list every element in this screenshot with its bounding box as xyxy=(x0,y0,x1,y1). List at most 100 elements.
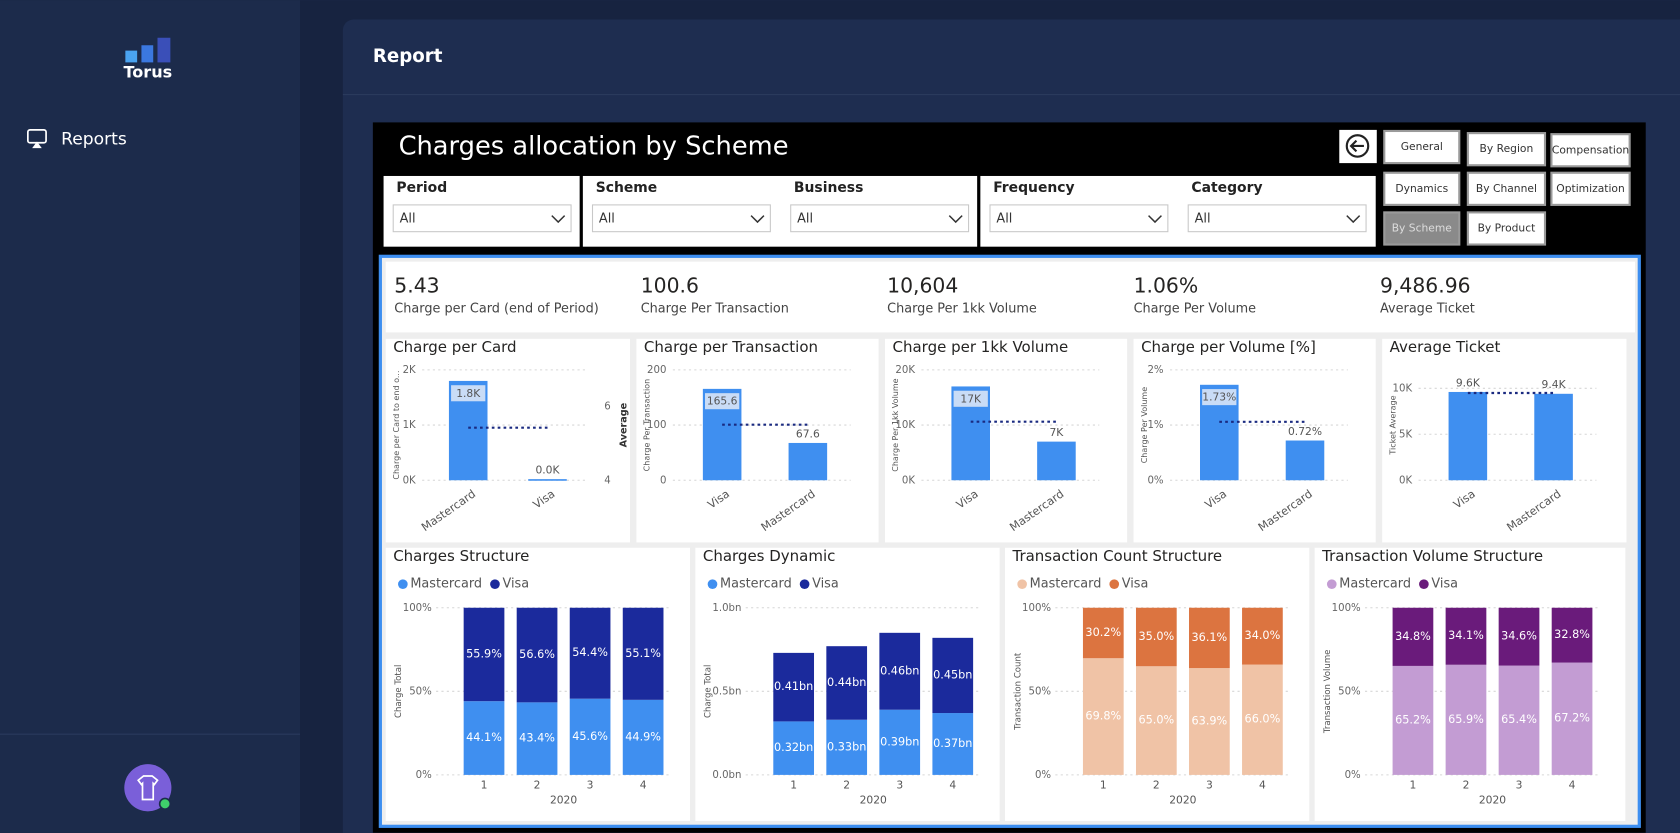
dropdown-box[interactable] xyxy=(790,204,970,233)
dropdown-box[interactable] xyxy=(989,204,1169,233)
nav-button-label[interactable]: By Region xyxy=(1480,142,1534,155)
nav-button[interactable]: By Channel xyxy=(1466,171,1547,206)
value-label: 17K xyxy=(960,392,982,405)
value-label: 34.1% xyxy=(1448,629,1484,642)
y-tick-label: 100% xyxy=(1332,603,1361,614)
legend-marker xyxy=(1109,579,1120,589)
sidebar xyxy=(0,0,300,833)
nav-button-bg[interactable] xyxy=(1383,129,1461,165)
y-tick-label: 100% xyxy=(1022,603,1051,614)
y-tick-label: 10K xyxy=(895,420,915,431)
value-label: 0.41bn xyxy=(774,680,813,693)
value-label: 30.2% xyxy=(1085,626,1121,639)
value-label: 1.73% xyxy=(1202,391,1236,404)
y-tick-label: 0% xyxy=(416,770,432,781)
avatar[interactable] xyxy=(124,764,172,812)
nav-button-label[interactable]: By Product xyxy=(1478,221,1536,234)
nav-button-label[interactable]: Dynamics xyxy=(1395,182,1448,195)
y-tick-label: 0K xyxy=(403,475,416,486)
dropdown[interactable]: All xyxy=(1187,204,1367,233)
nav-button-label[interactable]: By Scheme xyxy=(1392,221,1453,234)
back-icon xyxy=(1349,139,1364,153)
bar-segment xyxy=(1082,607,1124,659)
value-label: 165.6 xyxy=(707,395,738,408)
bar-segment xyxy=(1551,662,1593,775)
y-axis-title: Transaction Volume xyxy=(1323,650,1333,735)
nav-button-bg[interactable] xyxy=(1550,171,1631,206)
x-tick-label: 3 xyxy=(587,779,594,792)
avatar-icon xyxy=(137,775,159,801)
bar xyxy=(1534,393,1573,481)
y-tick-label: 10K xyxy=(1393,383,1413,394)
nav-icon xyxy=(32,141,42,149)
bar-segment xyxy=(1392,607,1434,666)
bar-segment xyxy=(773,721,815,775)
dropdown[interactable]: All xyxy=(989,204,1169,233)
nav-button-label[interactable]: By Channel xyxy=(1476,182,1537,195)
value-label: 63.9% xyxy=(1192,714,1228,727)
nav-button[interactable]: Compensation xyxy=(1550,133,1631,168)
value-label: 34.0% xyxy=(1245,629,1281,642)
y-axis-title: Ticket Average xyxy=(1388,395,1397,455)
nav-button[interactable]: By Scheme xyxy=(1383,211,1461,246)
value-label: 0.39bn xyxy=(880,735,919,748)
bar-segment xyxy=(826,719,868,775)
nav-button[interactable]: General xyxy=(1383,129,1461,165)
dropdown-box[interactable] xyxy=(392,204,572,233)
dropdown-chevron xyxy=(551,215,566,224)
chart-panel xyxy=(636,338,879,543)
y-tick-label: 0K xyxy=(1399,475,1412,486)
y-axis-title: Charge Per 1kk Volume xyxy=(891,378,900,471)
value-label: 44.9% xyxy=(625,730,661,743)
value-label: 45.6% xyxy=(572,730,608,743)
nav-button[interactable]: Dynamics xyxy=(1383,171,1461,206)
nav-button-bg[interactable] xyxy=(1466,171,1547,206)
bar-segment xyxy=(463,701,505,775)
nav-button-label[interactable]: General xyxy=(1401,140,1443,153)
report-content: Period All Scheme All Business All Frequency Al… xyxy=(385,129,1631,821)
dropdown-box[interactable] xyxy=(591,204,771,233)
y-tick-label: 2K xyxy=(403,365,416,376)
legend-label: Mastercard xyxy=(1030,577,1102,592)
bar-segment xyxy=(622,607,664,700)
nav-label[interactable]: Reports xyxy=(61,130,127,150)
value-label: 54.4% xyxy=(572,646,608,659)
dropdown-box[interactable] xyxy=(1187,204,1367,233)
dropdown-value: All xyxy=(599,211,615,226)
nav-button-bg[interactable] xyxy=(1466,211,1547,246)
nav-button-bg[interactable] xyxy=(1383,171,1461,206)
nav-button-bg[interactable] xyxy=(1550,133,1631,168)
back-button[interactable] xyxy=(1339,129,1377,164)
y2-tick-label: 6 xyxy=(604,402,610,413)
dropdown[interactable]: All xyxy=(790,204,970,233)
chart-title: Charge per 1kk Volume xyxy=(893,338,1069,356)
nav-button[interactable]: Optimization xyxy=(1550,171,1631,206)
y-tick-label: 20K xyxy=(895,365,915,376)
nav-button-bg[interactable] xyxy=(1466,132,1547,167)
dropdown[interactable]: All xyxy=(392,204,572,233)
nav-button-label[interactable]: Optimization xyxy=(1556,182,1624,195)
logo-text: Torus xyxy=(123,63,172,82)
nav-button-bg[interactable] xyxy=(1383,211,1461,246)
legend-label: Mastercard xyxy=(410,577,482,592)
value-label: 36.1% xyxy=(1192,631,1228,644)
dropdown[interactable]: All xyxy=(591,204,771,233)
filter-label: Period xyxy=(396,180,447,196)
logo-bar xyxy=(157,37,171,63)
nav-button[interactable]: By Region xyxy=(1466,132,1547,167)
value-label: 0.72% xyxy=(1288,425,1322,438)
bar-segment xyxy=(516,702,558,775)
x-tick-label: 3 xyxy=(1206,779,1213,792)
nav-button-label[interactable]: Compensation xyxy=(1552,143,1629,156)
x-tick-label: 4 xyxy=(949,779,956,792)
bar-segment xyxy=(569,607,611,699)
dropdown-value: All xyxy=(400,211,416,226)
nav-item[interactable]: Reports xyxy=(27,129,127,150)
x-tick-label: 2 xyxy=(1463,779,1470,792)
y-axis-title: Charge per Card to end o... xyxy=(392,371,401,480)
nav-button[interactable]: By Product xyxy=(1466,211,1547,246)
kpi-label: Charge per Card (end of Period) xyxy=(394,301,599,316)
legend-label: Visa xyxy=(812,577,839,592)
bar-segment xyxy=(1082,658,1124,775)
